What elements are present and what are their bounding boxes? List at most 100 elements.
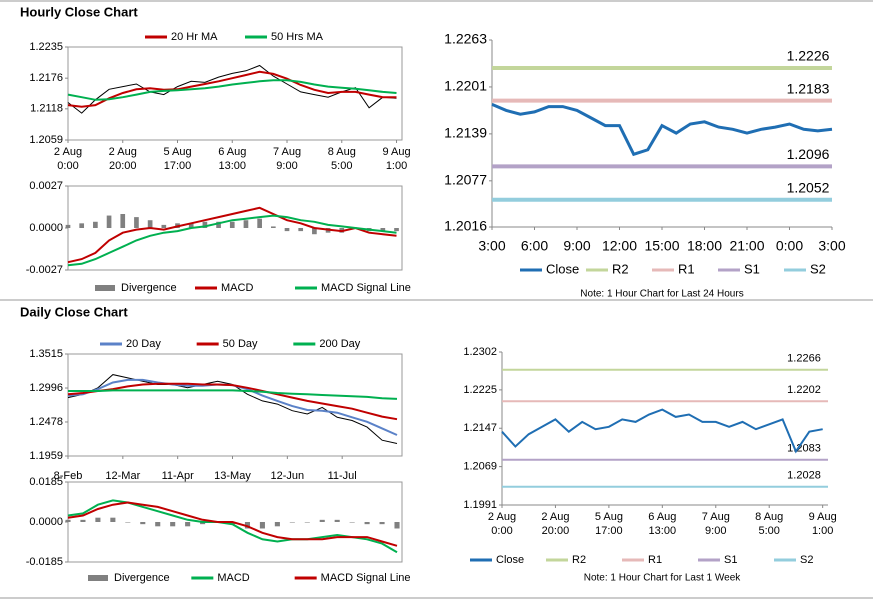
x-tick-label: 20:00	[542, 525, 570, 537]
x-tick-label: 13-May	[214, 470, 251, 482]
x-tick-label: 6:00	[521, 238, 548, 254]
y-tick-label: 0.0000	[29, 516, 63, 528]
divergence-bar	[161, 224, 167, 228]
x-tick-label: 8-Feb	[54, 470, 83, 482]
x-tick-label: 11-Apr	[162, 470, 195, 482]
chart-note: Note: 1 Hour Chart for Last 1 Week	[584, 573, 742, 584]
x-tick-label: 5 Aug	[595, 511, 623, 523]
legend-label: Divergence	[121, 282, 177, 294]
legend-label: S1	[724, 554, 737, 566]
y-tick-label: 1.2069	[463, 461, 497, 473]
x-tick-label: 20:00	[109, 160, 137, 172]
x-tick-label: 13:00	[218, 160, 246, 172]
y-tick-label: 0.0027	[29, 180, 63, 192]
y-tick-label: -0.0027	[26, 264, 63, 276]
y-tick-label: 1.2263	[444, 31, 487, 47]
y-tick-label: 1.1991	[463, 499, 497, 511]
y-tick-label: 1.2139	[444, 125, 487, 141]
legend-label: MACD Signal Line	[321, 572, 411, 584]
x-tick-label: 1:00	[812, 525, 833, 537]
x-tick-label: 21:00	[729, 238, 764, 254]
x-tick-label: 9:00	[563, 238, 590, 254]
divergence-bar	[147, 220, 153, 228]
plot-frame	[67, 46, 403, 141]
divergence-bar	[319, 519, 325, 522]
legend-label: MACD	[221, 282, 253, 294]
legend-label: Close	[496, 554, 524, 566]
divergence-bar	[394, 228, 399, 232]
x-tick-label: 17:00	[164, 160, 192, 172]
x-tick-label: 9:00	[705, 525, 726, 537]
divergence-bar	[304, 522, 310, 523]
x-tick-label: 12-Mar	[105, 470, 140, 482]
divergence-bar	[170, 522, 176, 527]
y-tick-label: 1.1959	[29, 450, 63, 462]
legend-label: R1	[648, 554, 662, 566]
x-tick-label: 7 Aug	[702, 511, 730, 523]
legend-label: R1	[678, 261, 695, 276]
y-tick-label: -0.0185	[26, 556, 63, 568]
series-line	[501, 408, 823, 454]
legend-label: R2	[612, 261, 629, 276]
series-line	[67, 79, 397, 101]
x-tick-label: 13:00	[649, 525, 677, 537]
y-tick-label: 1.2478	[29, 416, 63, 428]
x-tick-label: 12-Jun	[271, 470, 305, 482]
legend-label: 20 Day	[126, 338, 161, 350]
x-tick-label: 2 Aug	[54, 146, 82, 158]
divergence-bar	[106, 215, 112, 228]
x-tick-label: 0:00	[491, 525, 512, 537]
x-tick-label: 8 Aug	[328, 146, 356, 158]
x-tick-label: 6 Aug	[218, 146, 246, 158]
x-tick-label: 1:00	[386, 160, 407, 172]
x-tick-label: 3:00	[818, 238, 845, 254]
x-tick-label: 5:00	[331, 160, 352, 172]
series-line	[491, 103, 833, 157]
series-line	[67, 214, 397, 267]
legend-label: 200 Day	[319, 338, 360, 350]
legend-label: S2	[800, 554, 813, 566]
x-tick-label: 18:00	[687, 238, 722, 254]
level-label: 1.2226	[787, 48, 830, 64]
divergence-bar	[120, 214, 126, 228]
legend-label: Divergence	[114, 572, 170, 584]
x-tick-label: 5 Aug	[163, 146, 191, 158]
legend-label: R2	[572, 554, 586, 566]
legend-label: MACD	[217, 572, 249, 584]
divergence-bar	[274, 522, 280, 527]
divergence-bar	[284, 228, 290, 232]
divergence-bar	[298, 228, 304, 232]
x-tick-label: 8 Aug	[755, 511, 783, 523]
y-tick-label: 1.2016	[444, 218, 487, 234]
legend-label: 20 Hr MA	[171, 31, 218, 43]
divergence-bar	[134, 217, 139, 228]
y-tick-label: 1.2077	[444, 172, 487, 188]
divergence-bar	[257, 218, 262, 228]
divergence-bar	[334, 519, 340, 522]
y-tick-label: 1.3515	[29, 348, 63, 360]
divergence-bar	[349, 522, 355, 523]
y-tick-label: 1.2225	[463, 384, 497, 396]
divergence-bar	[364, 522, 370, 525]
divergence-bar	[155, 522, 161, 527]
y-tick-label: 1.2235	[29, 41, 63, 53]
y-tick-label: 1.2059	[29, 134, 63, 146]
divergence-bar	[394, 522, 400, 529]
divergence-bar	[202, 221, 208, 228]
series-line	[67, 70, 397, 108]
divergence-bar	[229, 522, 236, 525]
divergence-bar	[65, 519, 71, 522]
level-label: 1.2052	[787, 179, 830, 195]
divergence-bar	[289, 522, 295, 523]
x-tick-label: 3:00	[478, 238, 505, 254]
legend-label: 50 Day	[223, 338, 258, 350]
divergence-bar	[93, 221, 98, 228]
series-line	[67, 501, 398, 547]
level-label: 1.2096	[787, 146, 830, 162]
x-tick-label: 2 Aug	[109, 146, 137, 158]
x-tick-label: 0:00	[776, 238, 803, 254]
y-tick-label: 1.2118	[30, 103, 63, 115]
divergence-bar	[140, 522, 146, 525]
x-tick-label: 2 Aug	[488, 511, 516, 523]
